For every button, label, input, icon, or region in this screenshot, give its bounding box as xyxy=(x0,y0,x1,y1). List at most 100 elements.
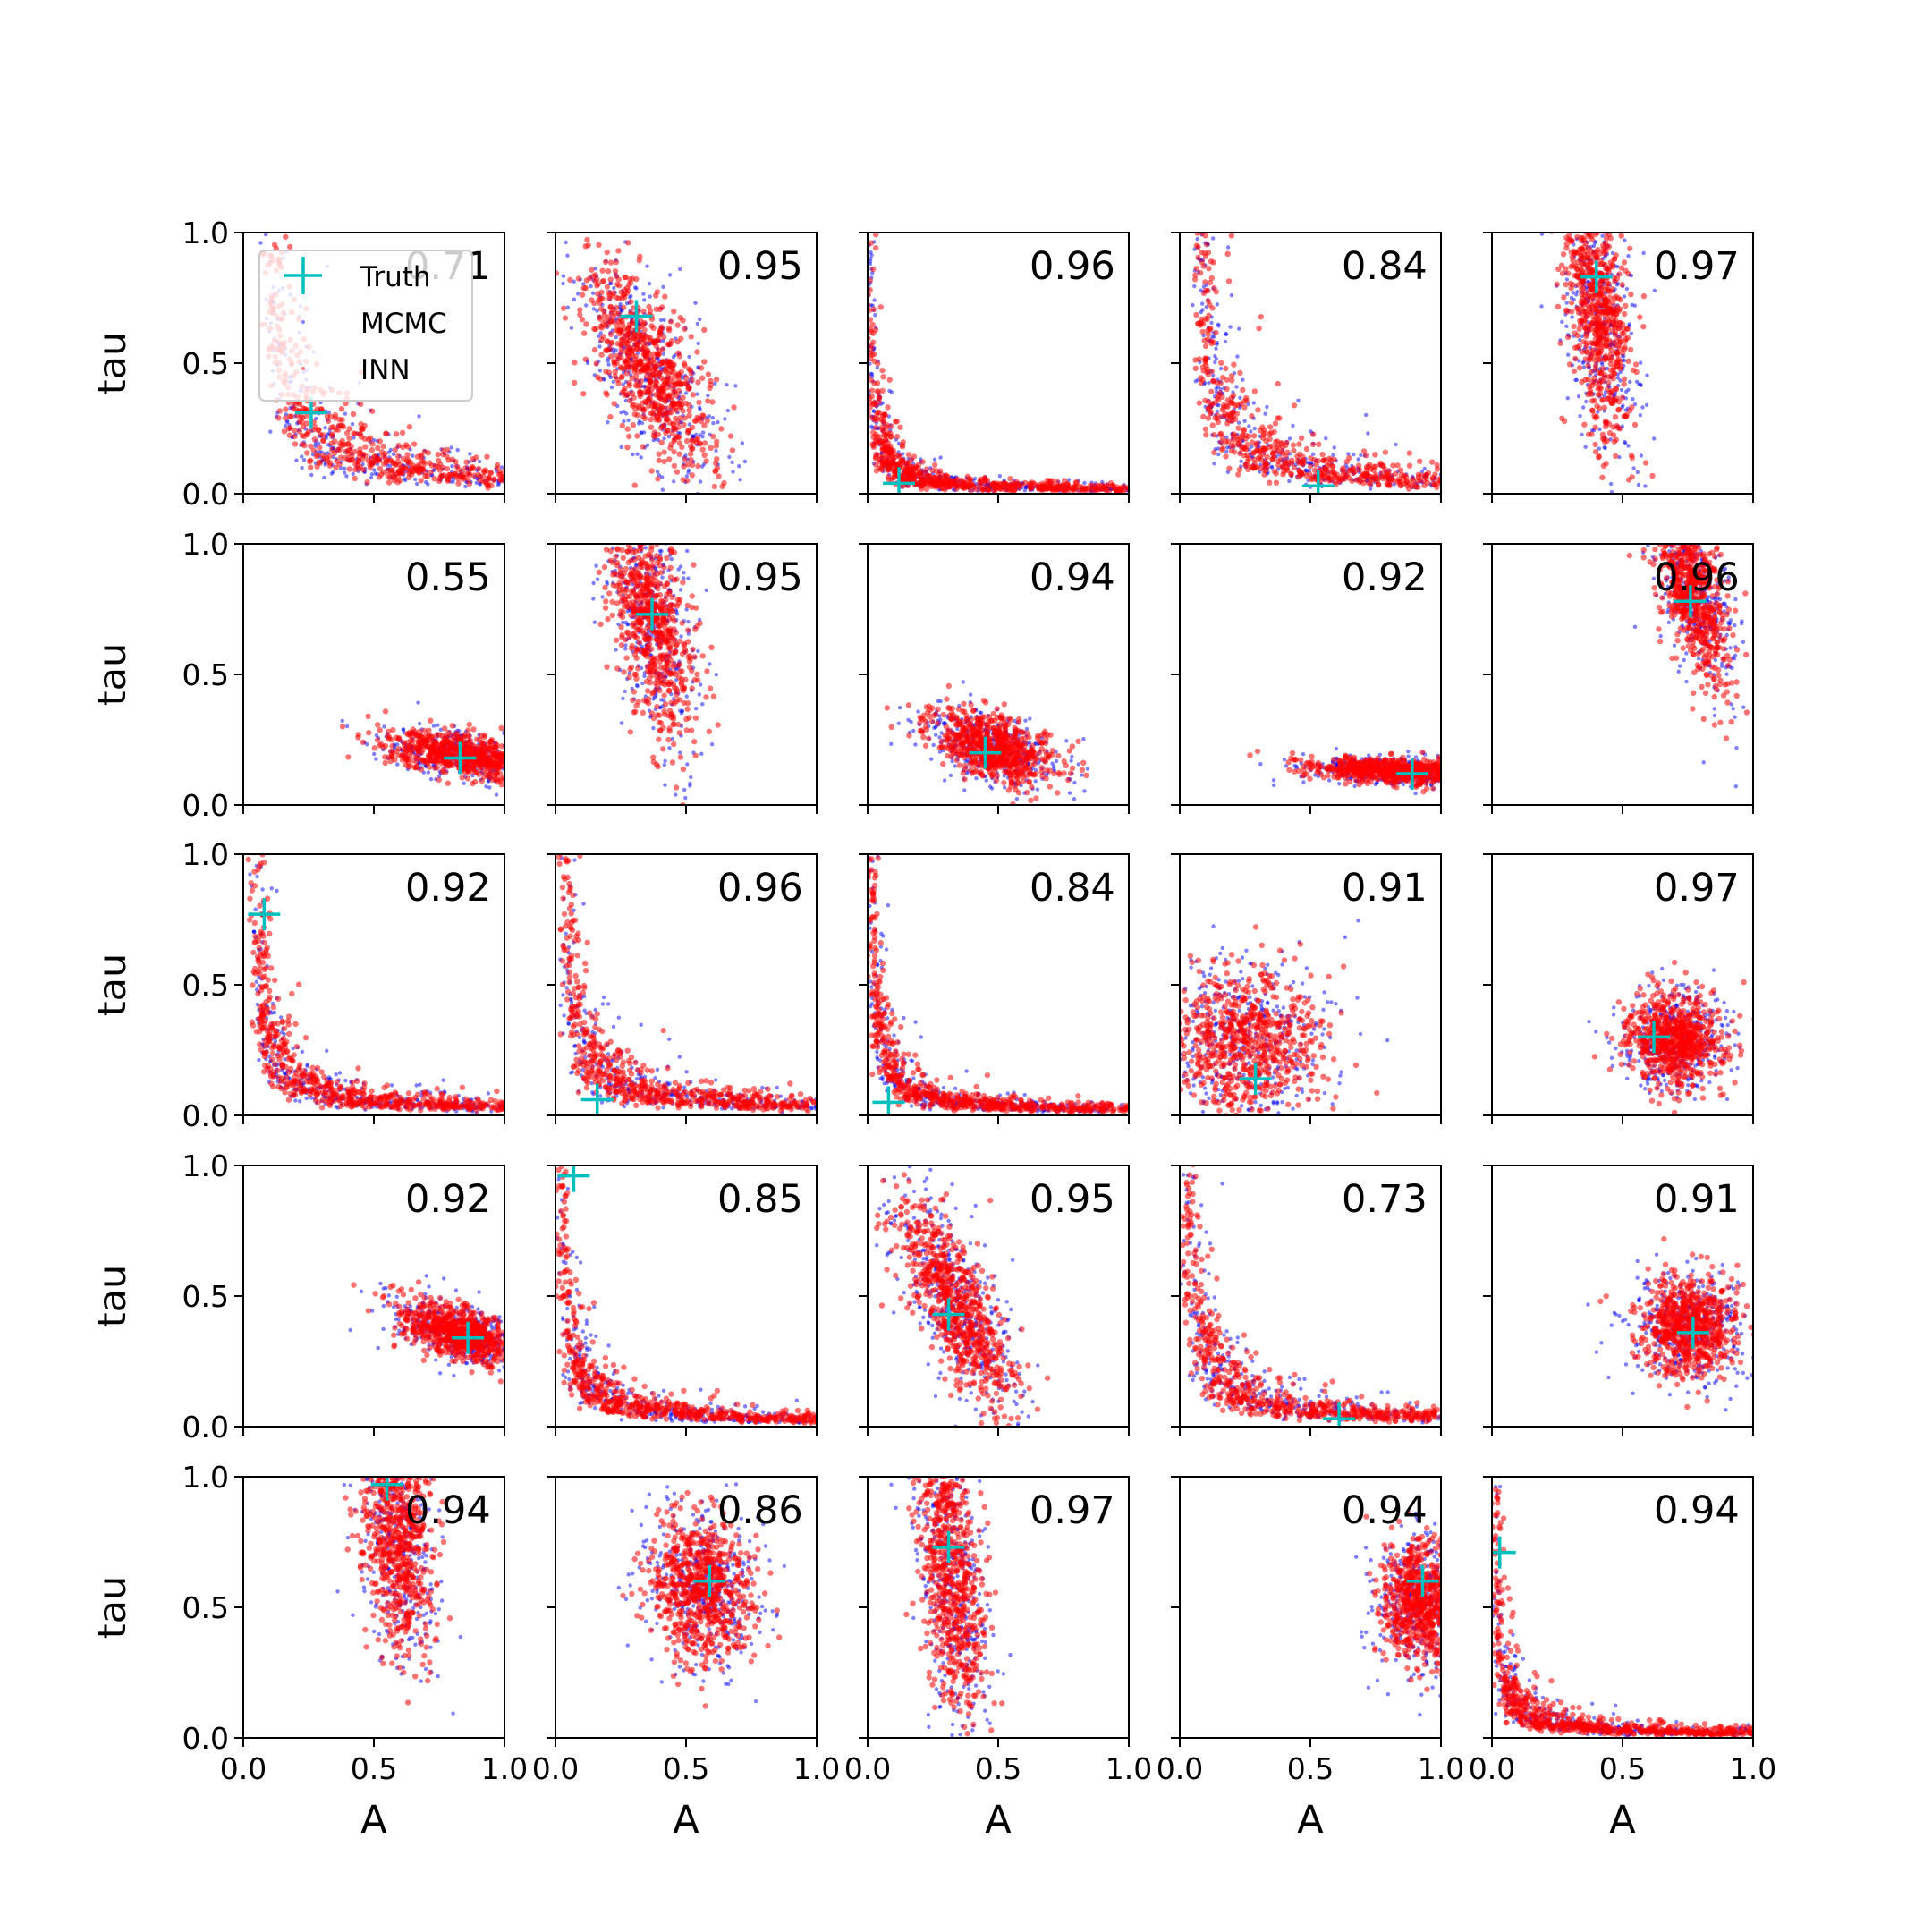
inn-point xyxy=(321,438,326,444)
mcmc-point xyxy=(638,419,641,423)
mcmc-point xyxy=(1564,325,1568,328)
inn-point xyxy=(333,412,338,418)
inn-point xyxy=(883,459,888,464)
inn-point xyxy=(624,291,630,296)
inn-point xyxy=(617,327,623,333)
mcmc-point xyxy=(716,420,719,424)
mcmc-point xyxy=(1242,419,1246,423)
inn-point xyxy=(426,450,431,455)
inn-point xyxy=(1223,453,1228,459)
mcmc-point xyxy=(343,470,346,474)
mcmc-point xyxy=(612,380,615,384)
mcmc-point xyxy=(1234,385,1238,388)
inn-point xyxy=(1284,440,1289,445)
inn-point xyxy=(712,484,717,489)
inn-point xyxy=(731,404,736,410)
panel-score: 0.84 xyxy=(1342,244,1428,289)
mcmc-point xyxy=(1565,277,1569,281)
mcmc-point xyxy=(1574,292,1578,296)
inn-point xyxy=(608,259,614,265)
mcmc-point xyxy=(1620,388,1623,392)
inn-point xyxy=(332,450,337,455)
mcmc-point xyxy=(938,455,942,459)
inn-point xyxy=(1206,399,1211,404)
mcmc-point xyxy=(302,458,306,462)
mcmc-point xyxy=(1584,400,1588,403)
inn-point xyxy=(1299,436,1304,441)
y-tick-label: 0.5 xyxy=(182,346,229,381)
inn-point xyxy=(1231,437,1236,443)
mcmc-point xyxy=(1640,405,1644,409)
inn-point xyxy=(362,423,368,428)
inn-point xyxy=(666,327,672,333)
inn-point xyxy=(393,447,398,453)
inn-point xyxy=(1593,425,1598,430)
inn-point xyxy=(1045,478,1050,483)
inn-point xyxy=(1274,470,1279,476)
inn-point xyxy=(906,470,911,475)
inn-point xyxy=(1298,470,1303,475)
inn-point xyxy=(714,377,719,382)
inn-point xyxy=(400,430,405,436)
inn-point xyxy=(572,360,577,365)
inn-point xyxy=(878,304,884,309)
inn-point xyxy=(1430,475,1436,480)
inn-point xyxy=(1366,464,1371,470)
inn-point xyxy=(1373,463,1378,469)
mcmc-point xyxy=(1623,440,1626,444)
inn-point xyxy=(1255,407,1260,412)
inn-point xyxy=(454,463,460,469)
inn-point xyxy=(1232,449,1237,454)
mcmc-point xyxy=(731,470,734,473)
inn-point xyxy=(641,327,647,333)
mcmc-point xyxy=(648,282,651,285)
inn-point xyxy=(895,453,901,458)
mcmc-point xyxy=(595,309,598,312)
inn-point xyxy=(380,444,386,449)
mcmc-point xyxy=(1215,357,1218,360)
inn-point xyxy=(630,320,635,326)
inn-point xyxy=(650,411,656,416)
inn-point xyxy=(584,237,589,242)
mcmc-point xyxy=(635,453,639,456)
inn-point xyxy=(1216,397,1221,402)
inn-point xyxy=(652,429,657,435)
inn-point xyxy=(286,426,292,431)
mcmc-point xyxy=(314,442,318,445)
inn-point xyxy=(613,268,618,274)
inn-point xyxy=(357,446,362,452)
y-tick-label: 0.0 xyxy=(182,477,229,512)
mcmc-point xyxy=(648,294,652,298)
inn-point xyxy=(1268,430,1274,436)
inn-point xyxy=(1274,480,1279,486)
inn-point xyxy=(1310,432,1316,437)
inn-point xyxy=(703,458,708,463)
inn-point xyxy=(609,340,614,345)
inn-point xyxy=(666,342,672,347)
inn-point xyxy=(607,292,613,298)
inn-point xyxy=(1192,276,1198,282)
mcmc-point xyxy=(1252,401,1256,404)
inn-point xyxy=(1319,452,1325,457)
inn-point xyxy=(660,346,665,352)
inn-point xyxy=(616,283,622,288)
inn-point xyxy=(619,375,624,380)
inn-point xyxy=(714,443,719,448)
mcmc-point xyxy=(733,384,737,387)
mcmc-point xyxy=(672,355,675,359)
inn-point xyxy=(630,391,635,396)
inn-point xyxy=(917,482,922,487)
inn-point xyxy=(462,475,468,480)
inn-point xyxy=(1203,427,1208,432)
y-axis-label: tau xyxy=(90,332,135,394)
inn-point xyxy=(1210,422,1216,428)
inn-point xyxy=(877,438,882,444)
inn-point xyxy=(626,434,631,439)
inn-point xyxy=(647,379,652,385)
inn-point xyxy=(1325,467,1330,472)
inn-point xyxy=(1401,475,1406,480)
inn-point xyxy=(1258,314,1264,319)
inn-point xyxy=(664,366,669,371)
mcmc-point xyxy=(566,306,570,309)
mcmc-point xyxy=(352,472,355,476)
